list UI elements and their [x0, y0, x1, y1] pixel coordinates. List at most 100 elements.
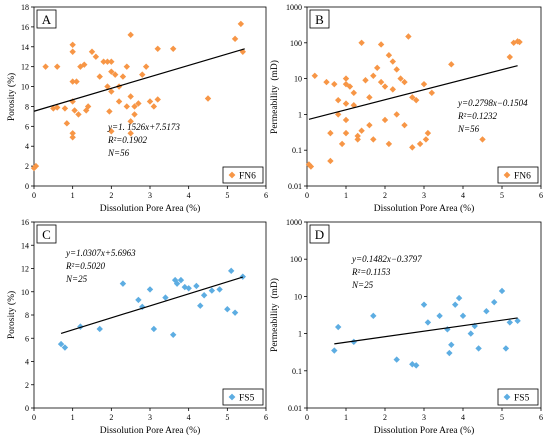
- data-point: [354, 136, 361, 143]
- legend-box: [222, 388, 264, 406]
- trend-line: [33, 48, 245, 112]
- legend-marker: [228, 171, 236, 179]
- legend-label: FN6: [514, 172, 531, 182]
- x-tick-label: 3: [422, 191, 426, 200]
- data-point: [342, 116, 350, 124]
- data-point: [61, 105, 69, 112]
- y-tick-label: 0: [25, 182, 29, 191]
- data-point: [104, 58, 111, 65]
- data-point: [374, 64, 381, 72]
- y-tick-label: 2: [25, 381, 29, 390]
- data-point: [71, 107, 78, 114]
- data-point: [83, 107, 90, 114]
- data-point: [424, 319, 432, 326]
- x-tick-label: 3: [148, 413, 152, 422]
- x-tick-label: 2: [109, 413, 113, 422]
- data-point: [389, 86, 396, 93]
- data-point: [381, 116, 389, 124]
- data-point: [327, 157, 334, 165]
- y-tick-label: 100: [290, 255, 302, 264]
- x-tick-label: 0: [32, 191, 36, 200]
- data-point: [393, 356, 400, 363]
- data-point: [146, 98, 154, 105]
- data-point: [327, 129, 334, 137]
- x-tick-label: 0: [305, 191, 309, 200]
- data-point: [401, 121, 408, 129]
- data-point: [389, 58, 396, 65]
- data-point: [420, 80, 428, 88]
- data-point: [42, 63, 49, 70]
- data-point: [420, 301, 428, 308]
- y-tick-label: 1: [298, 110, 302, 119]
- data-point: [377, 41, 385, 48]
- data-point: [358, 127, 365, 134]
- data-point: [77, 323, 84, 330]
- data-point: [139, 71, 146, 78]
- data-point: [452, 301, 459, 308]
- y-tick-label: 1000: [286, 3, 302, 12]
- data-point: [81, 61, 88, 68]
- data-point: [502, 345, 510, 352]
- data-point: [350, 89, 357, 97]
- x-axis-title: Dissolution Pore Area (%): [374, 425, 475, 436]
- data-point: [323, 78, 330, 86]
- data-point: [63, 120, 71, 127]
- r-squared-label: R²=0.5020: [65, 261, 106, 271]
- r-squared-label: R²=0.1902: [107, 135, 148, 145]
- data-point: [446, 349, 453, 357]
- sample-count-label: N=56: [457, 124, 480, 134]
- data-point: [413, 96, 420, 104]
- data-point: [362, 77, 369, 84]
- trend-line: [60, 276, 243, 334]
- data-point: [307, 163, 315, 170]
- y-tick-label: 8: [25, 311, 29, 320]
- data-point: [177, 276, 185, 284]
- data-point: [448, 341, 455, 348]
- data-point: [405, 33, 412, 40]
- y-axis-title: Permeability (mD): [269, 278, 280, 352]
- x-tick-label: 2: [383, 191, 387, 200]
- x-axis-title: Dissolution Pore Area (%): [374, 203, 475, 214]
- x-tick-label: 3: [422, 413, 426, 422]
- data-point: [370, 136, 377, 143]
- data-point: [100, 58, 107, 65]
- y-tick-label: 14: [21, 43, 29, 52]
- y-tick-label: 18: [21, 3, 29, 12]
- x-tick-label: 1: [344, 191, 348, 200]
- data-point: [436, 312, 443, 320]
- data-point: [479, 136, 486, 143]
- data-point: [123, 103, 130, 110]
- data-point: [416, 140, 424, 148]
- data-point: [385, 140, 393, 148]
- data-point: [127, 130, 134, 137]
- data-point: [154, 45, 161, 52]
- y-tick-label: 0.1: [292, 146, 302, 155]
- data-point: [342, 129, 350, 137]
- y-tick-label: 1000: [286, 218, 302, 227]
- panel-label-box: [309, 9, 330, 29]
- data-point: [146, 286, 154, 293]
- data-point: [424, 129, 432, 137]
- data-point: [231, 309, 239, 316]
- y-axis-title: Porosity (%): [6, 291, 17, 339]
- y-tick-label: 0.01: [288, 404, 302, 413]
- data-point: [69, 134, 76, 141]
- regression-equation: y=1.0307x+5.6963: [65, 248, 136, 258]
- data-point: [358, 39, 365, 46]
- sample-count-label: N=56: [107, 148, 130, 158]
- sample-count-label: N=25: [65, 274, 88, 284]
- panel-label: C: [42, 227, 51, 242]
- data-point: [115, 98, 123, 105]
- data-point: [342, 100, 350, 107]
- legend-label: FS5: [514, 394, 530, 404]
- legend-label: FS5: [239, 394, 255, 404]
- data-point: [401, 78, 408, 86]
- data-point: [50, 105, 57, 112]
- data-point: [32, 162, 40, 170]
- data-point: [106, 108, 113, 115]
- x-tick-label: 4: [187, 413, 191, 422]
- data-point: [69, 78, 76, 85]
- data-point: [491, 298, 498, 306]
- data-point: [409, 144, 416, 151]
